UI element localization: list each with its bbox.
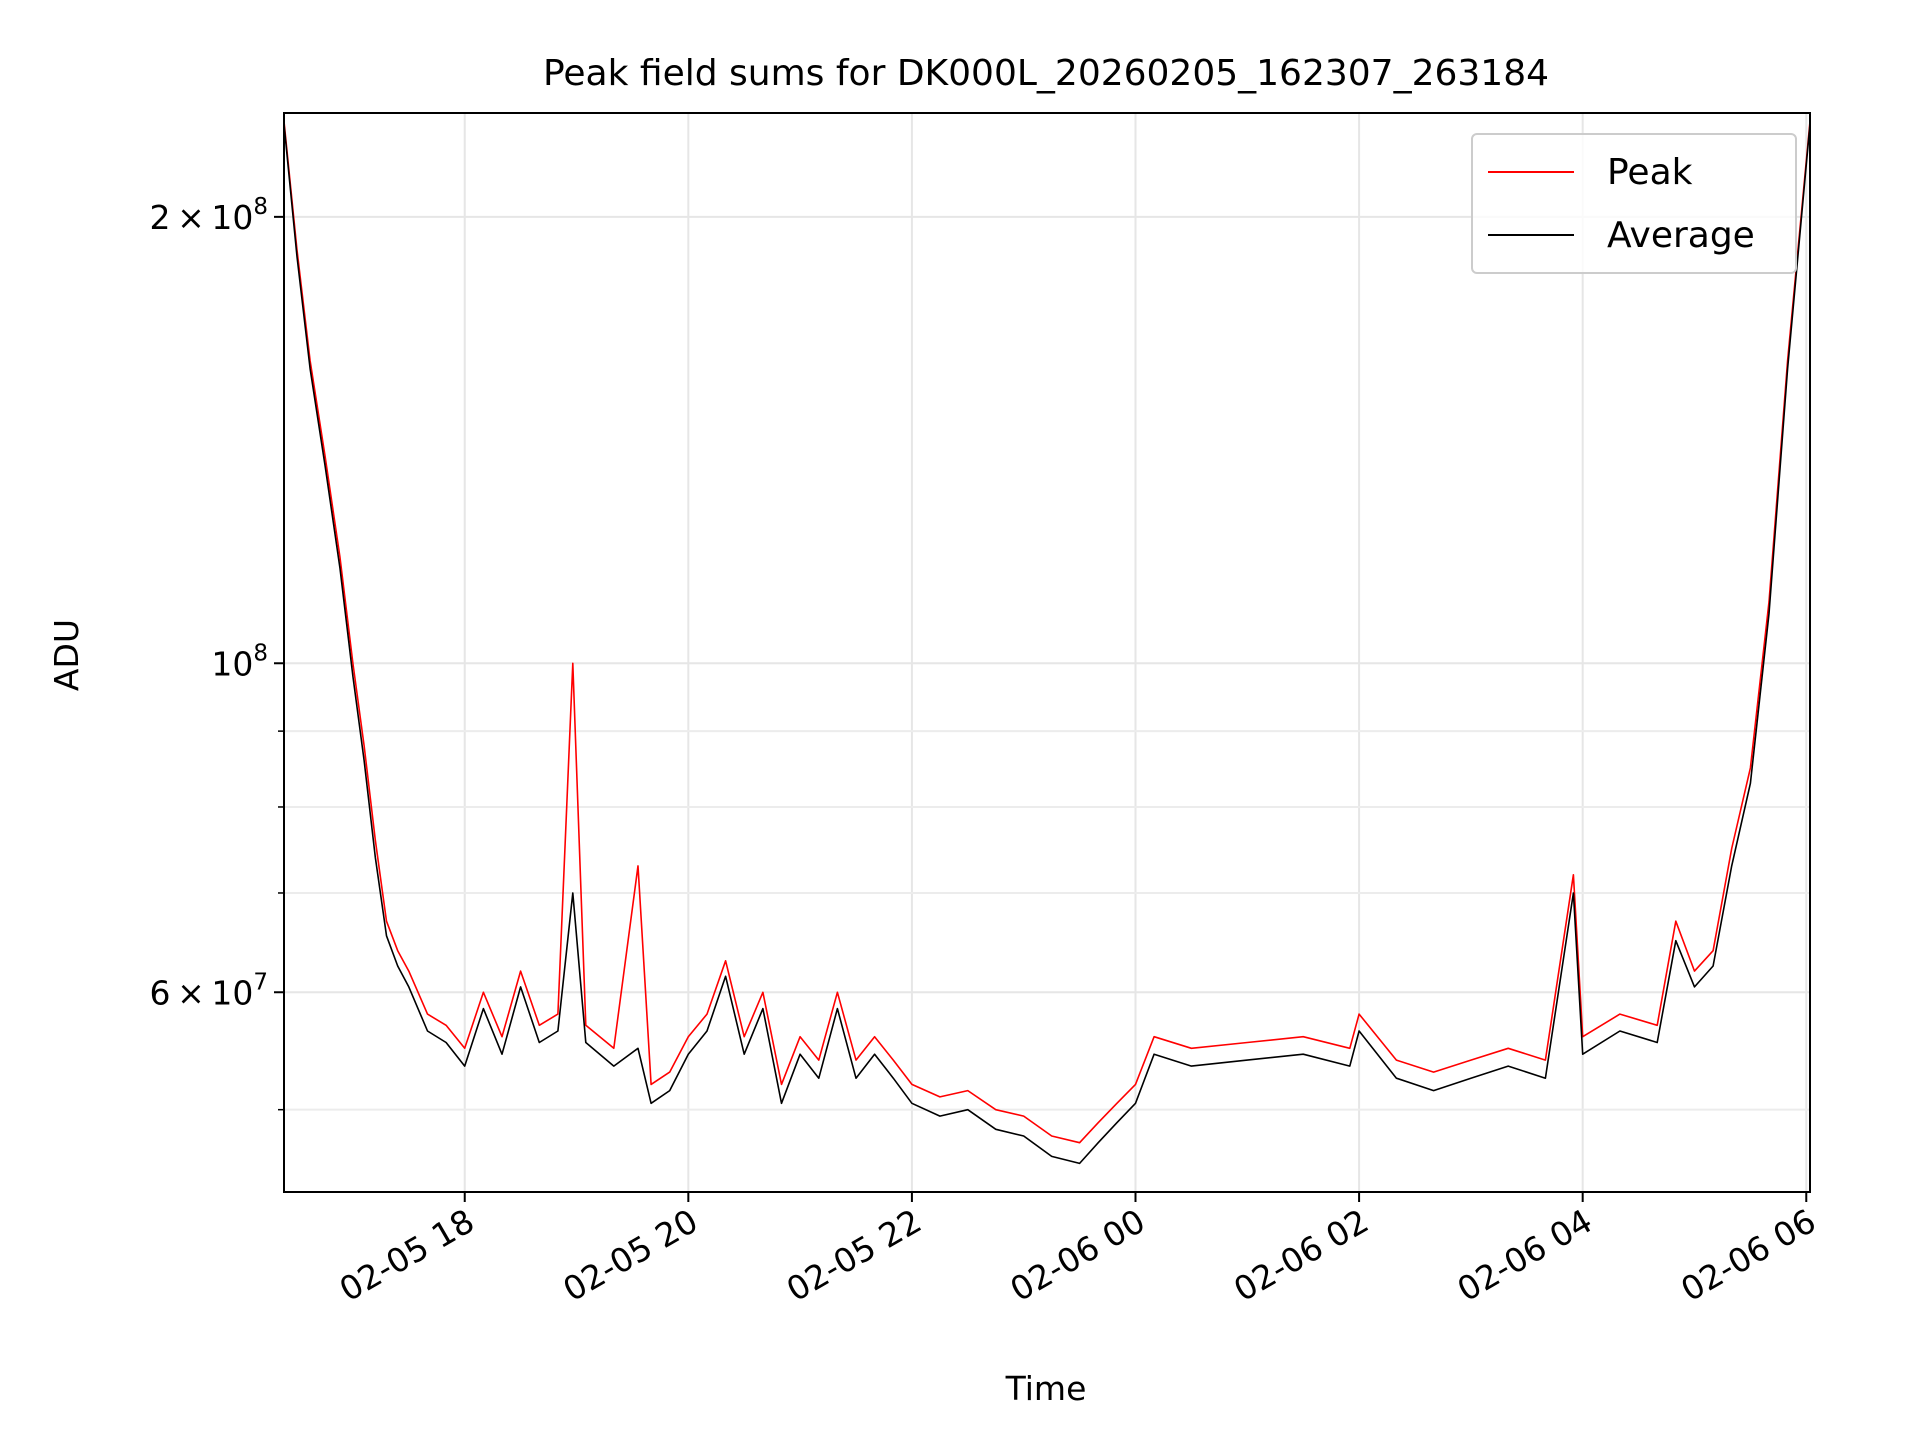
y-tick-base: 6 × 10 [150,973,254,1012]
y-axis-label: ADU [47,619,86,691]
y-tick-base: 10 [211,644,253,683]
y-tick-label: 6 × 107 [150,969,268,1012]
y-tick-label: 2 × 108 [150,194,268,237]
y-tick-exponent: 8 [253,194,268,220]
series-lines [283,121,1811,1165]
legend: Peak Average [1471,133,1797,274]
y-tick-exponent: 8 [253,640,268,666]
legend-box [1471,133,1797,274]
legend-label-peak: Peak [1607,152,1693,193]
y-tick-label: 108 [211,640,268,683]
y-tick-base: 2 × 10 [150,198,254,237]
y-tick-exponent: 7 [253,969,268,995]
series-line-peak [283,121,1811,1144]
legend-label-average: Average [1607,215,1755,256]
chart-title: Peak field sums for DK000L_20260205_1623… [543,53,1549,94]
series-line-average [283,124,1811,1165]
plot-frame [283,112,1811,1193]
x-axis-label: Time [1005,1369,1087,1408]
